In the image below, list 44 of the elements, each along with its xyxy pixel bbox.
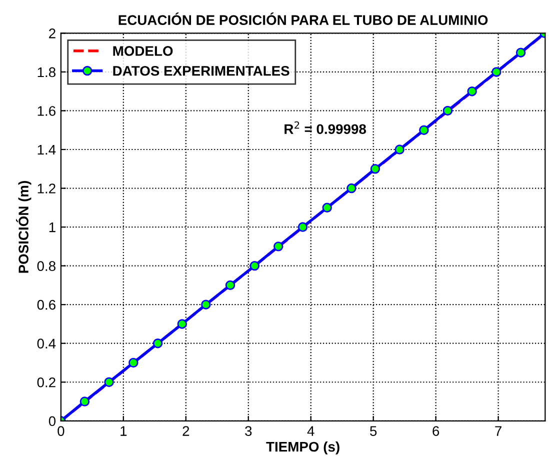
point [467,86,477,96]
y-tick-label: 0.8 [37,261,56,271]
point [250,260,260,271]
point [104,377,114,387]
x-tick-label: 3 [245,426,252,436]
x-tick-label: 7 [495,426,502,436]
point [128,358,138,368]
point [225,280,236,290]
legend-label: MODELO [113,46,173,56]
y-tick-label: 1.2 [38,184,56,194]
x-tick-label: 2 [182,426,190,436]
y-tick-label: 0.2 [37,377,56,388]
point [442,106,453,116]
point [298,222,308,232]
y-tick-label: 1.6 [38,106,56,116]
point [80,396,90,406]
y-tick-label: 1.8 [38,67,56,78]
point [419,125,429,135]
x-tick-label: 0 [58,426,64,436]
point [516,48,526,58]
x-tick-label: 5 [370,426,377,436]
point [322,202,332,213]
chart-title: ECUACIÓN DE POSICIÓN PARA EL TUBO DE ALUMINIO [118,12,488,25]
point [274,242,284,252]
point [346,183,356,194]
y-tick-label: 0 [48,416,56,426]
y-tick-label: 1.4 [38,144,56,155]
x-tick-label: 1 [120,426,127,436]
point [152,338,163,348]
point [177,319,188,329]
y-tick-label: 1 [49,222,56,232]
y-axis-title: POSICIÓN (m) [16,181,32,273]
point [492,67,502,77]
y-tick-label: 2 [49,28,56,38]
point [394,144,404,154]
point [370,164,380,174]
x-axis-title: TIEMPO (s) [266,441,340,454]
legend-label: DATOS EXPERIMENTALES [113,66,290,76]
y-tick-label: 0.4 [37,338,56,349]
x-tick-label: 6 [432,426,440,436]
annotation: R$^{2}$ = 0.99998 [284,121,366,134]
y-tick-label: 0.6 [37,300,56,310]
x-tick-label: 4 [307,426,314,436]
point [201,300,211,310]
